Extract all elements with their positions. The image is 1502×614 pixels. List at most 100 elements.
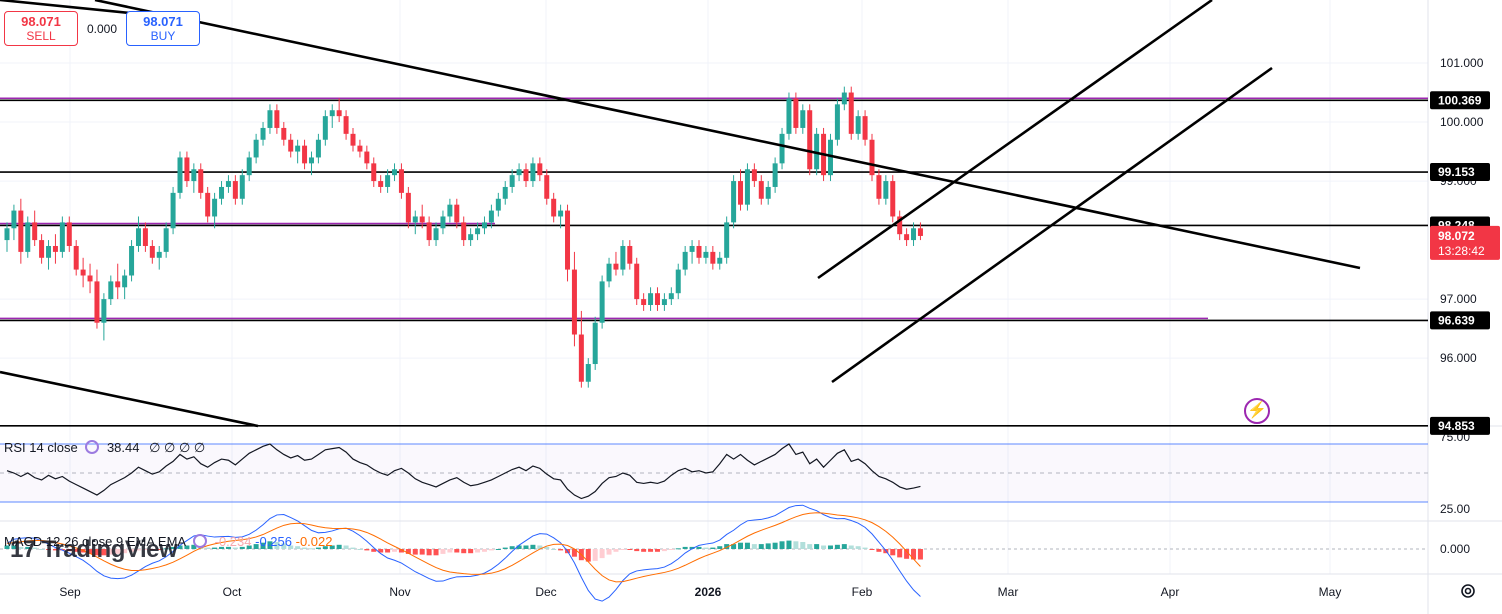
candle-body (94, 281, 100, 323)
candle-body (329, 110, 335, 117)
rsi-tick-label: 25.00 (1440, 502, 1470, 516)
candle-body (897, 216, 903, 235)
macd-histogram-bar (571, 549, 577, 557)
macd-histogram-bar (142, 549, 148, 550)
macd-histogram-bar (419, 549, 425, 555)
candle-body (232, 181, 238, 199)
candle-body (371, 163, 377, 182)
macd-histogram-bar (385, 549, 391, 553)
price-tick-label: 101.000 (1440, 56, 1484, 70)
candle-body (627, 245, 633, 264)
macd-histogram-bar (668, 549, 674, 550)
macd-histogram-bar (827, 545, 833, 549)
candle-body (841, 92, 847, 105)
candle-body (39, 240, 45, 258)
level-badge-label: 94.853 (1438, 419, 1475, 433)
macd-signal-line (6, 512, 921, 583)
macd-histogram-bar (329, 545, 335, 549)
macd-histogram-bar (592, 549, 598, 561)
cycle-icon[interactable] (192, 534, 207, 548)
macd-histogram-bar (509, 546, 515, 549)
candle-body (509, 175, 515, 187)
candle-body (890, 181, 896, 217)
candle-body (163, 228, 169, 252)
macd-histogram-bar (523, 545, 529, 549)
macd-histogram-bar (807, 544, 813, 549)
level-badge-bg (1430, 163, 1490, 182)
macd-histogram-bar (765, 543, 771, 549)
candle-body (620, 245, 626, 270)
macd-line (6, 504, 921, 602)
candle-body (648, 293, 654, 306)
candle-body (364, 151, 370, 164)
level-badge-bg (1430, 311, 1490, 330)
gear-icon[interactable] (1459, 582, 1477, 600)
candle-body (551, 198, 557, 217)
candle-body (682, 251, 688, 270)
lightning-icon[interactable]: ⚡ (1244, 398, 1270, 424)
sell-label: SELL (26, 29, 56, 43)
candle-body (481, 222, 487, 229)
candle-body (246, 157, 252, 176)
macd-histogram-bar (412, 549, 418, 555)
macd-histogram-bar (724, 544, 730, 549)
macd-histogram-bar (634, 549, 640, 552)
macd-histogram-bar (73, 549, 79, 552)
candle-body (744, 169, 750, 205)
macd-histogram-bar (32, 547, 38, 549)
candle-body (288, 139, 294, 152)
macd-histogram-bar (322, 546, 328, 549)
macd-hist-value: -0.234 (214, 534, 252, 549)
macd-histogram-bar (696, 546, 702, 549)
rsi-line (6, 443, 921, 500)
sell-button[interactable]: 98.071 SELL (4, 11, 78, 46)
macd-histogram-bar (911, 549, 917, 560)
candle-body (475, 228, 481, 235)
macd-histogram-bar (135, 549, 141, 551)
rsi-legend[interactable]: RSI 14 close 38.44 ∅ ∅ ∅ ∅ (4, 440, 205, 456)
macd-histogram-bar (814, 544, 820, 549)
candle-body (668, 293, 674, 300)
candle-body (149, 245, 155, 258)
candle-body (392, 169, 398, 176)
candle-body (219, 186, 225, 199)
macd-legend[interactable]: MACD 12 26 close 9 EMA EMA -0.234 -0.256… (4, 534, 332, 549)
macd-histogram-bar (530, 544, 536, 549)
macd-histogram-bar (371, 549, 377, 552)
trendline (831, 66, 1273, 384)
candle-body (350, 133, 356, 146)
candle-body (59, 222, 65, 252)
macd-histogram-bar (585, 549, 591, 562)
candle-body (654, 293, 660, 306)
candle-body (336, 110, 342, 117)
candle-body (108, 281, 114, 300)
macd-histogram-bar (205, 547, 211, 549)
candle-body (101, 299, 107, 323)
trendline (0, 370, 259, 428)
candle-body (592, 322, 598, 365)
macd-histogram-bar (433, 549, 439, 556)
rsi-label: RSI 14 close (4, 440, 78, 455)
level-badge-label: 96.639 (1438, 313, 1475, 327)
macd-histogram-bar (488, 549, 494, 551)
macd-histogram-bar (661, 549, 667, 552)
candle-body (917, 228, 923, 236)
candle-body (302, 145, 308, 164)
macd-histogram-bar (149, 549, 155, 550)
candle-body (876, 175, 882, 199)
macd-label: MACD 12 26 close 9 EMA EMA (4, 534, 186, 549)
candle-body (537, 163, 543, 176)
buy-button[interactable]: 98.071 BUY (126, 11, 200, 46)
candle-body (516, 169, 522, 176)
time-tick-label: Mar (998, 585, 1019, 599)
candle-body (177, 157, 183, 193)
macd-histogram-bar (191, 544, 197, 549)
candle-body (578, 334, 584, 382)
candle-body (142, 228, 148, 246)
cycle-icon[interactable] (85, 440, 100, 454)
candle-body (807, 110, 813, 170)
macd-histogram-bar (689, 546, 695, 549)
macd-histogram-bar (731, 544, 737, 549)
candle-body (87, 275, 93, 282)
